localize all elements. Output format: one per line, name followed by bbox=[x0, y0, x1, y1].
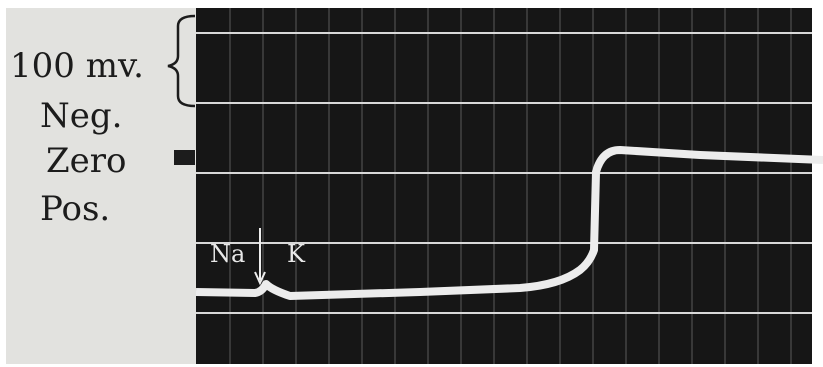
pos-label: Pos. bbox=[40, 189, 110, 229]
na-label: Na bbox=[210, 240, 245, 268]
neg-label: Neg. bbox=[40, 96, 122, 136]
scale-label: 100 mv. bbox=[10, 46, 144, 86]
k-label: K bbox=[287, 240, 306, 268]
figure: Na K 100 mv. Neg. Zero Pos. bbox=[0, 0, 823, 367]
zero-marker bbox=[174, 150, 195, 165]
zero-label: Zero bbox=[46, 141, 126, 181]
screen bbox=[196, 8, 812, 364]
